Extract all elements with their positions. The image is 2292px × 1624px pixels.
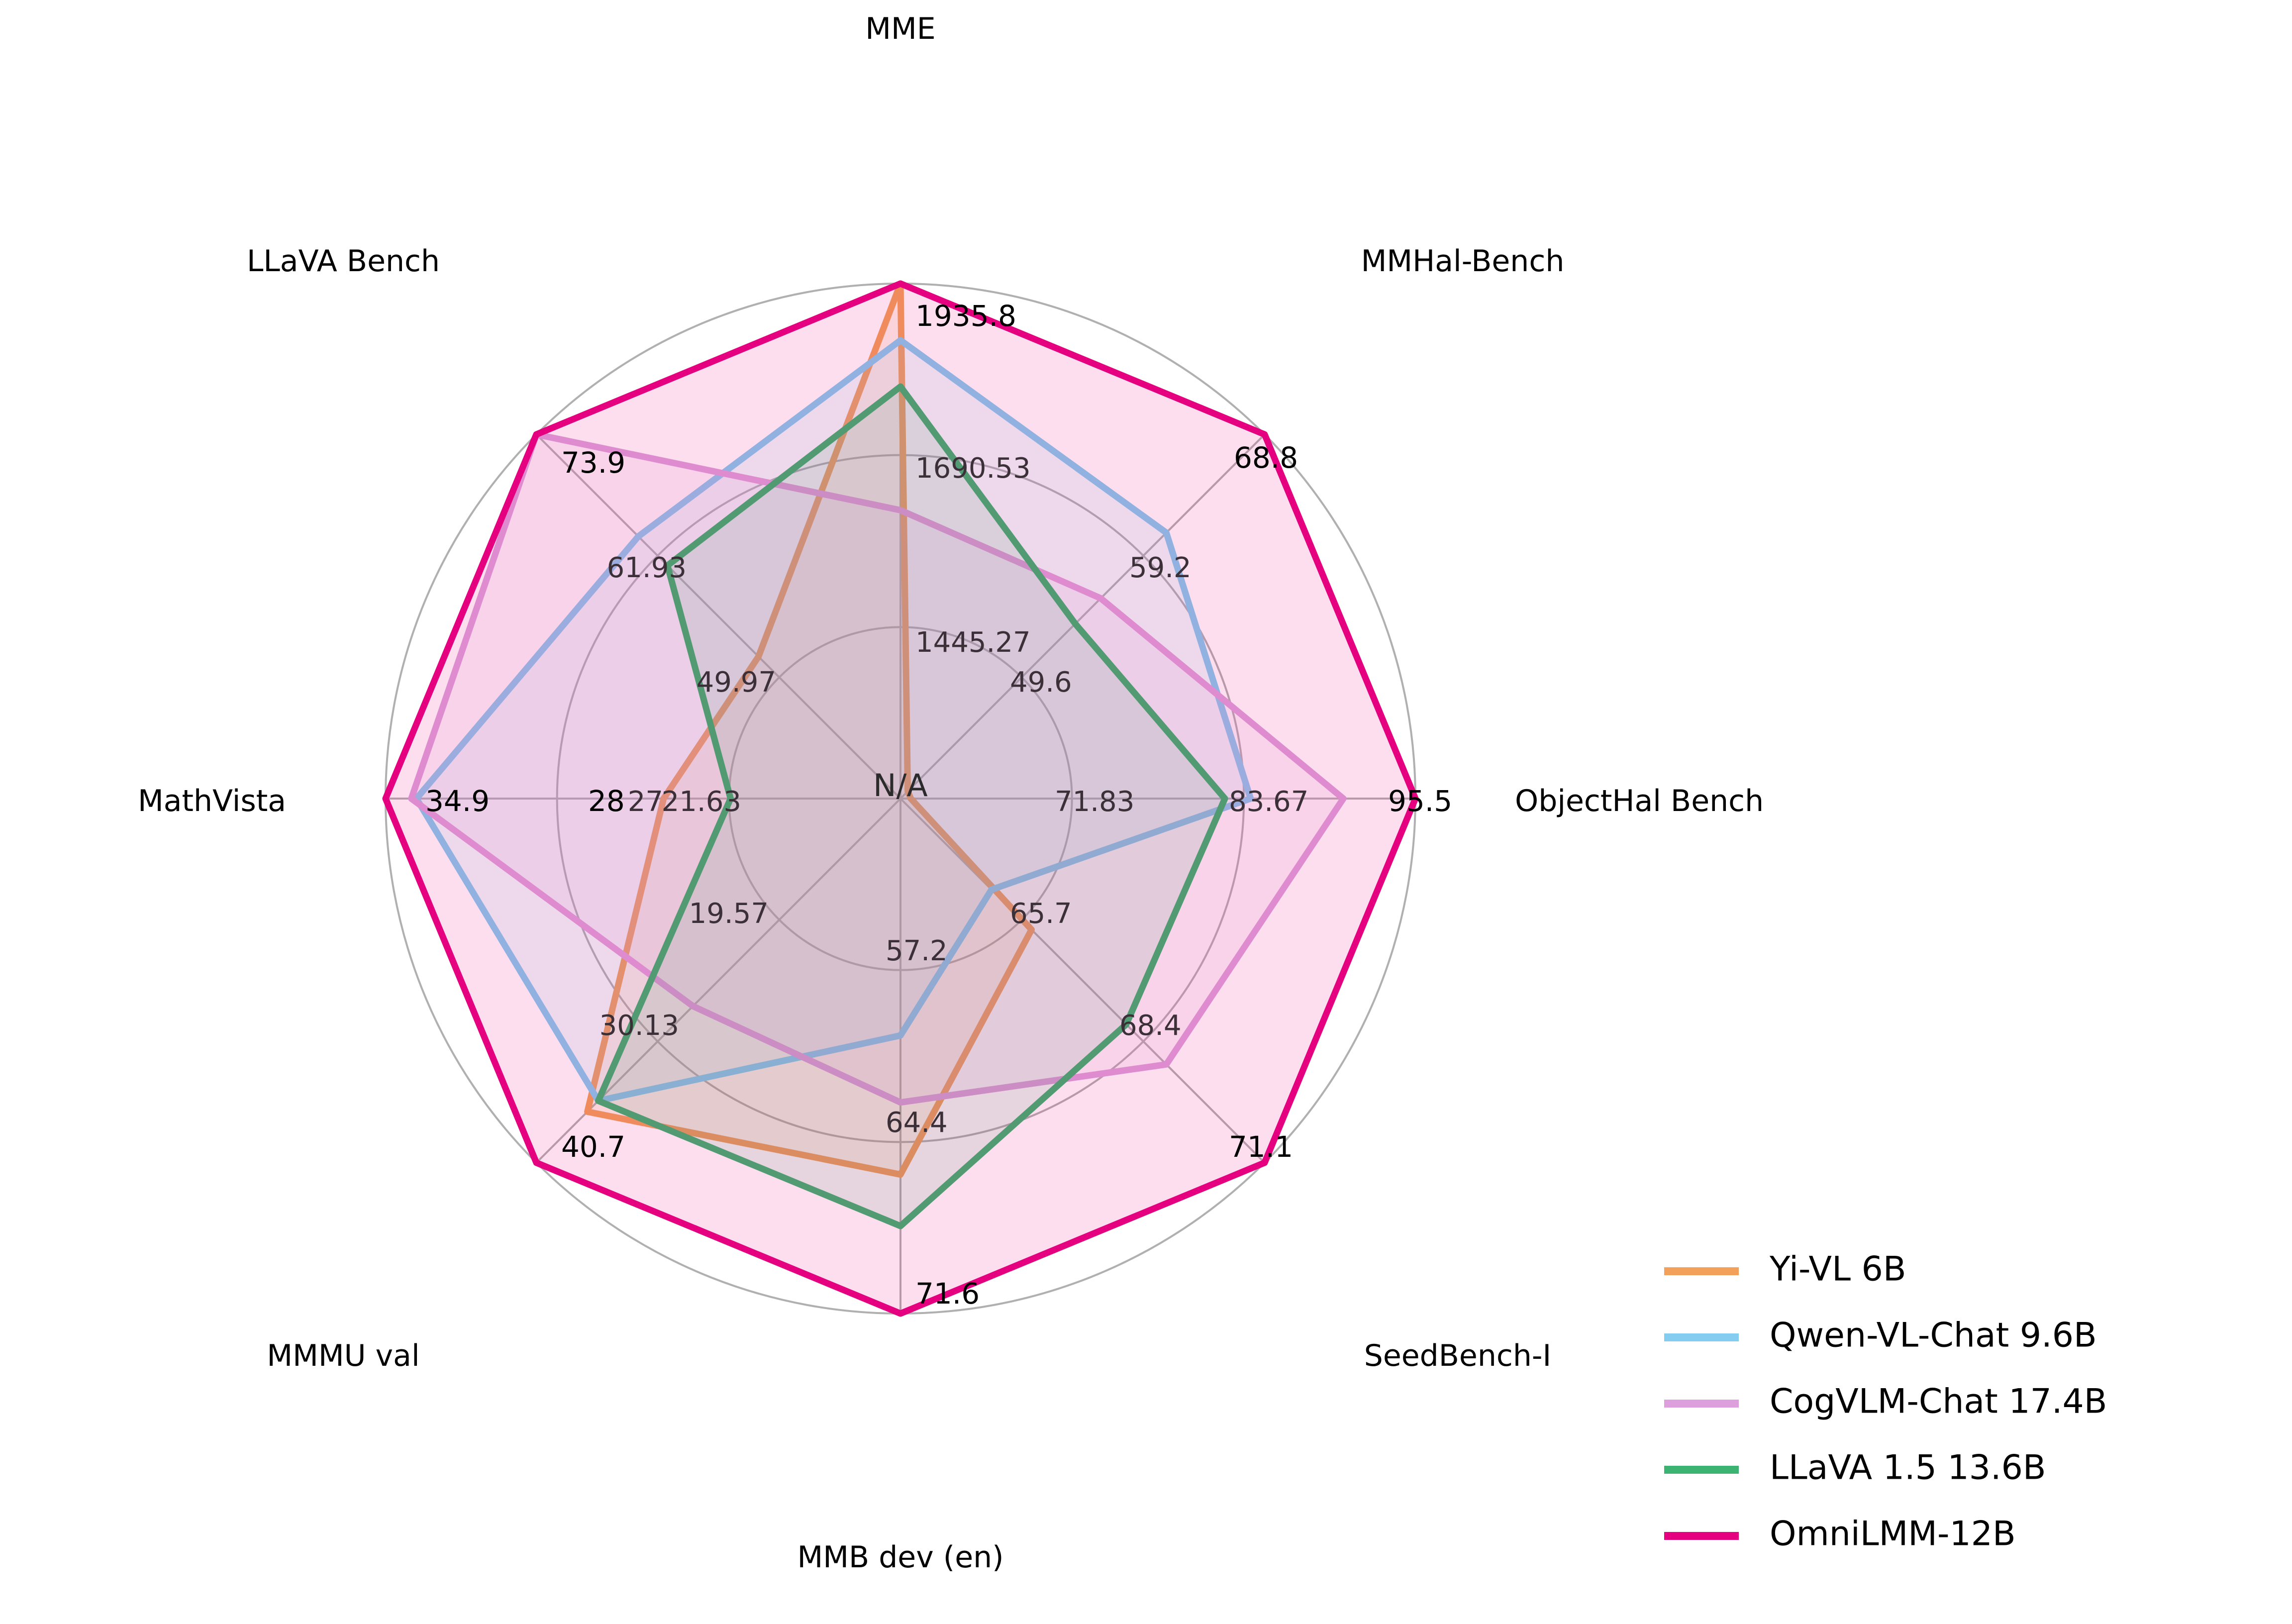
axis-label-mathvista: MathVista — [138, 784, 286, 818]
axis-label-mmhal-bench: MMHal-Bench — [1361, 244, 1565, 279]
tick-label-mmb-2: 64.4 — [886, 1107, 948, 1139]
tick-label-mmhal-1: 49.6 — [1010, 666, 1072, 699]
legend-label-0[interactable]: Yi-VL 6B — [1769, 1250, 1906, 1289]
tick-label-objecthal-2: 83.67 — [1229, 786, 1308, 818]
axis-spoke — [535, 433, 901, 800]
tick-label-llava-2: 61.93 — [607, 552, 687, 584]
chart-legend: Yi-VL 6B Qwen-VL-Chat 9.6B CogVLM-Chat 17.… — [1664, 1250, 2107, 1554]
tick-label-mmmu-2: 30.13 — [599, 1010, 679, 1042]
axis-label-llava-bench: LLaVA Bench — [247, 244, 440, 279]
tick-label-llava-1: 49.97 — [697, 666, 776, 699]
tick-label-mme-2: 1690.53 — [915, 452, 1031, 485]
axis-spoke — [899, 798, 1266, 1164]
axis-label-mme: MME — [865, 11, 935, 46]
legend-label-3[interactable]: LLaVA 1.5 13.6B — [1770, 1448, 2046, 1488]
axis-label-mmb-dev-en: MMB dev (en) — [797, 1540, 1003, 1575]
tick-label-mathvista-2: 27 — [628, 786, 663, 818]
series-polygon-qwen-vl-chat-9-6b — [413, 337, 1254, 1104]
value-label-mathvista: 34.9 — [425, 784, 490, 818]
series-polygon-cogvlm-chat-17-4b — [408, 431, 1347, 1106]
series-polygons — [382, 280, 1419, 1317]
tick-label-seedbench-1: 65.7 — [1010, 898, 1072, 930]
tick-label-mmhal-2: 59.2 — [1129, 552, 1192, 584]
tick-label-mmb-1: 57.2 — [886, 935, 948, 967]
tick-label-mathvista-1: 21.63 — [662, 786, 741, 818]
series-polygon-yi-vl-6b — [584, 280, 1035, 1178]
value-label-mmhal: 68.8 — [1234, 441, 1298, 475]
axis-spoke — [899, 433, 1266, 800]
legend-label-4[interactable]: OmniLMM-12B — [1770, 1515, 2016, 1554]
series-polygon-omnilmm-12b — [382, 280, 1419, 1317]
tick-label-seedbench-2: 68.4 — [1119, 1010, 1182, 1042]
legend-label-1[interactable]: Qwen-VL-Chat 9.6B — [1770, 1316, 2097, 1355]
axis-label-mmmu-val: MMMU val — [267, 1338, 419, 1373]
axis-label-seedbench-i: SeedBench-I — [1364, 1338, 1551, 1373]
center-na-label: N/A — [873, 767, 928, 804]
value-label-mme: 1935.8 — [915, 299, 1016, 333]
tick-label-objecthal-1: 71.83 — [1055, 786, 1134, 818]
axis-label-objecthal-bench: ObjectHal Bench — [1515, 784, 1764, 818]
value-label-seedbench: 71.1 — [1229, 1130, 1293, 1164]
value-label-llava: 73.9 — [561, 446, 625, 480]
tick-label-mmmu-1: 19.57 — [689, 898, 769, 930]
legend-label-2[interactable]: CogVLM-Chat 17.4B — [1770, 1382, 2107, 1421]
series-polygon-llava-1-5-13-6b — [595, 383, 1228, 1229]
value-label-mmb: 71.6 — [915, 1277, 980, 1311]
value-label-objecthal: 95.5 — [1388, 784, 1452, 818]
value-label-mathvista-yivl: 28 — [588, 784, 625, 818]
value-label-mmmu: 40.7 — [561, 1130, 625, 1164]
tick-label-mme-1: 1445.27 — [915, 626, 1031, 659]
